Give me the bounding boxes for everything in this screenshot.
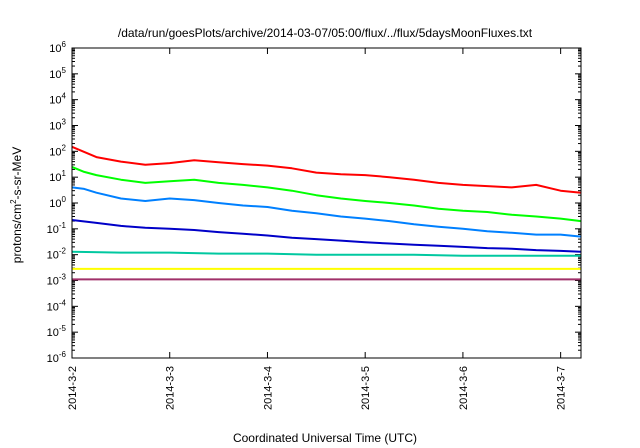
y-tick-exponent: -2 — [59, 247, 67, 256]
y-tick-base: 10 — [47, 327, 59, 339]
y-tick-label: 10-6 — [47, 350, 67, 365]
y-tick-label: 10-5 — [47, 324, 67, 339]
series-line — [71, 250, 581, 257]
x-tick-label: 2014-3-7 — [556, 366, 568, 410]
data-series — [71, 145, 582, 281]
y-tick-label: 10-4 — [47, 298, 67, 313]
y-axis-ticks: 10-610-510-410-310-210-11001011021031041… — [47, 40, 581, 365]
y-axis-label-prefix: protons/cm — [10, 204, 24, 263]
series-line — [71, 219, 582, 253]
chart-title: /data/run/goesPlots/archive/2014-03-07/0… — [118, 26, 533, 40]
y-tick-base: 10 — [49, 95, 61, 107]
y-tick-label: 101 — [49, 169, 66, 184]
x-tick-label: 2014-3-4 — [262, 366, 274, 410]
y-tick-base: 10 — [49, 121, 61, 133]
y-tick-base: 10 — [47, 224, 59, 236]
y-tick-exponent: 0 — [62, 195, 67, 204]
y-tick-exponent: 3 — [62, 118, 67, 127]
y-tick-base: 10 — [49, 43, 61, 55]
y-tick-label: 104 — [49, 92, 66, 107]
x-tick-label: 2014-3-3 — [165, 366, 177, 410]
y-tick-base: 10 — [49, 172, 61, 184]
y-tick-exponent: -5 — [59, 324, 67, 333]
y-tick-label: 10-3 — [47, 273, 67, 288]
y-tick-exponent: 6 — [62, 40, 67, 49]
y-tick-exponent: 1 — [62, 169, 67, 178]
y-axis-label-sup: 2 — [9, 199, 18, 204]
plot-frame — [71, 47, 582, 359]
y-tick-label: 103 — [49, 118, 66, 133]
y-tick-exponent: -4 — [59, 298, 67, 307]
x-tick-label: 2014-3-2 — [67, 366, 79, 410]
x-axis-label: Coordinated Universal Time (UTC) — [233, 431, 417, 445]
series-line — [71, 145, 582, 194]
x-axis-ticks: 2014-3-2 2014-3-3 2014-3-4 2014-3-5 2014-3-6… — [67, 48, 568, 410]
x-tick-label: 2014-3-5 — [360, 366, 372, 410]
y-tick-label: 106 — [49, 40, 66, 55]
y-tick-base: 10 — [49, 198, 61, 210]
y-tick-base: 10 — [47, 276, 59, 288]
y-tick-label: 100 — [49, 195, 66, 210]
y-tick-exponent: 4 — [62, 92, 67, 101]
y-tick-label: 10-1 — [47, 221, 67, 236]
x-tick-label: 2014-3-6 — [458, 366, 470, 410]
y-tick-exponent: -1 — [59, 221, 67, 230]
y-tick-exponent: -3 — [59, 273, 67, 282]
series-line — [71, 186, 582, 238]
series-line — [71, 165, 582, 223]
y-tick-exponent: 2 — [62, 143, 67, 152]
y-tick-label: 102 — [49, 143, 66, 158]
y-tick-base: 10 — [49, 146, 61, 158]
y-tick-label: 105 — [49, 66, 66, 81]
y-axis-label: protons/cm2-s-sr-MeV — [9, 147, 24, 263]
y-tick-base: 10 — [47, 250, 59, 262]
y-tick-base: 10 — [47, 301, 59, 313]
y-tick-base: 10 — [49, 69, 61, 81]
y-axis-label-suffix: -s-sr-MeV — [10, 147, 24, 200]
y-tick-exponent: -6 — [59, 350, 67, 359]
y-tick-base: 10 — [47, 353, 59, 365]
y-tick-label: 10-2 — [47, 247, 67, 262]
y-tick-exponent: 5 — [62, 66, 67, 75]
